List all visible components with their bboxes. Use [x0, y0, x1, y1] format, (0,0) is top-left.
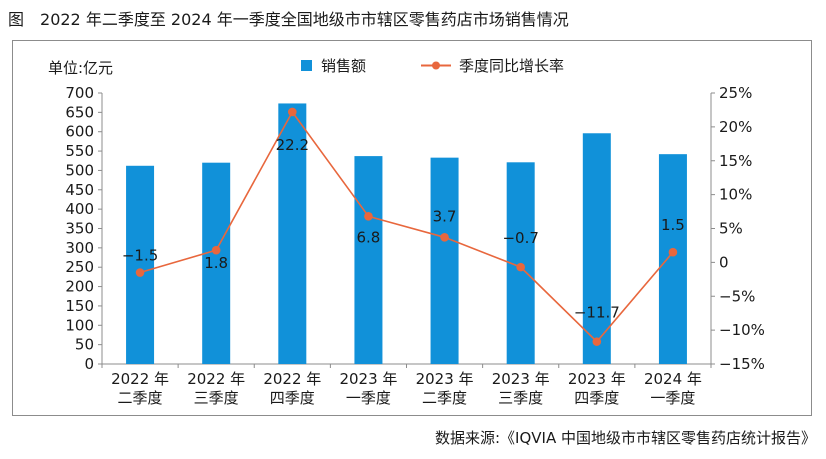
y-right-tick-label: −10%: [719, 321, 765, 339]
x-tick-label-year: 2022 年: [263, 370, 321, 388]
y-right-tick-label: −5%: [719, 287, 755, 305]
chart-frame: 单位:亿元 销售额 季度同比增长率 0 50 100 150 200 250 300 350 4…: [12, 40, 812, 416]
legend-bar-swatch: [301, 60, 312, 71]
y-right-tick-label: 10%: [719, 186, 752, 204]
growth-point: [440, 233, 449, 242]
y-left-tick-label: 150: [65, 297, 94, 315]
growth-data-label: 3.7: [433, 207, 457, 225]
bar: [658, 154, 687, 364]
growth-point: [668, 247, 678, 257]
bar: [582, 133, 611, 364]
plot-area: 0501001502002503003504004505005506006507…: [65, 84, 765, 407]
growth-point: [516, 262, 525, 272]
y-left-tick-label: 300: [65, 239, 94, 257]
x-tick-label-quarter: 二季度: [118, 389, 163, 407]
x-tick-label-year: 2024 年: [644, 370, 702, 388]
legend: 销售额 季度同比增长率: [301, 57, 564, 75]
chart-canvas: 单位:亿元 销售额 季度同比增长率 0501001502002503003504…: [48, 57, 765, 407]
y-left-tick-label: 450: [65, 181, 94, 199]
y-left-tick-label: 650: [65, 103, 94, 121]
x-tick-label-quarter: 四季度: [270, 389, 315, 407]
y-left-tick-label: 100: [65, 316, 94, 334]
y-left-tick-label: 200: [65, 278, 94, 296]
x-tick-label-quarter: 四季度: [574, 389, 619, 407]
growth-line: [139, 110, 674, 343]
y-right-tick-label: 5%: [719, 220, 743, 238]
y-right-tick-label: 20%: [719, 118, 752, 136]
y-left-tick-label: 700: [65, 84, 94, 102]
growth-data-label: 6.8: [357, 228, 381, 246]
bar: [202, 162, 231, 364]
x-tick-label-year: 2023 年: [492, 370, 550, 388]
growth-data-label: 22.2: [276, 136, 309, 154]
x-tick-label-year: 2023 年: [568, 370, 626, 388]
x-tick-label-year: 2022 年: [187, 370, 245, 388]
y-right-tick-label: 15%: [719, 152, 752, 170]
unit-label: 单位:亿元: [48, 59, 113, 77]
bar: [278, 103, 307, 365]
growth-point: [288, 107, 297, 117]
y-left-tick-label: 250: [65, 258, 94, 276]
growth-data-label: 1.8: [204, 254, 228, 272]
growth-data-label: −11.7: [574, 304, 620, 322]
figure-title: 图 2022 年二季度至 2024 年一季度全国地级市市辖区零售药店市场销售情况: [8, 6, 569, 30]
bar: [354, 156, 383, 364]
growth-data-label: −1.5: [122, 247, 158, 265]
x-tick-label-quarter: 一季度: [650, 389, 695, 407]
y-left-tick-label: 400: [65, 200, 94, 218]
y-left-tick-label: 500: [65, 161, 94, 179]
legend-line-marker: [432, 61, 440, 70]
bar: [430, 157, 459, 364]
y-left-tick-label: 50: [75, 336, 94, 354]
x-tick-label-quarter: 一季度: [346, 389, 391, 407]
growth-data-label: −0.7: [502, 229, 538, 247]
figure-prefix: 图: [8, 10, 25, 29]
y-right-tick-label: −15%: [719, 355, 765, 373]
y-left-tick-label: 550: [65, 142, 94, 160]
growth-point: [211, 245, 221, 255]
growth-data-label: 1.5: [661, 216, 685, 234]
x-tick-label-quarter: 二季度: [422, 389, 467, 407]
x-tick-label-year: 2022 年: [111, 370, 169, 388]
y-left-tick-label: 600: [65, 123, 94, 141]
x-tick-label-year: 2023 年: [416, 370, 474, 388]
figure-title-text: 2022 年二季度至 2024 年一季度全国地级市市辖区零售药店市场销售情况: [40, 10, 569, 29]
growth-point: [135, 268, 145, 277]
figure-source: 数据来源:《IQVIA 中国地级市市辖区零售药店统计报告》: [434, 429, 816, 447]
x-tick-label-quarter: 三季度: [498, 389, 543, 407]
bar: [126, 165, 155, 364]
legend-line-label: 季度同比增长率: [459, 57, 564, 75]
y-right-tick-label: 0: [719, 253, 729, 271]
growth-point: [592, 337, 602, 346]
x-tick-label-year: 2023 年: [339, 370, 397, 388]
growth-point: [364, 212, 373, 221]
y-left-tick-label: 350: [65, 220, 94, 238]
x-tick-label-quarter: 三季度: [194, 389, 239, 407]
y-left-tick-label: 0: [84, 355, 94, 373]
y-right-tick-label: 25%: [719, 84, 752, 102]
legend-bar-label: 销售额: [321, 57, 366, 75]
